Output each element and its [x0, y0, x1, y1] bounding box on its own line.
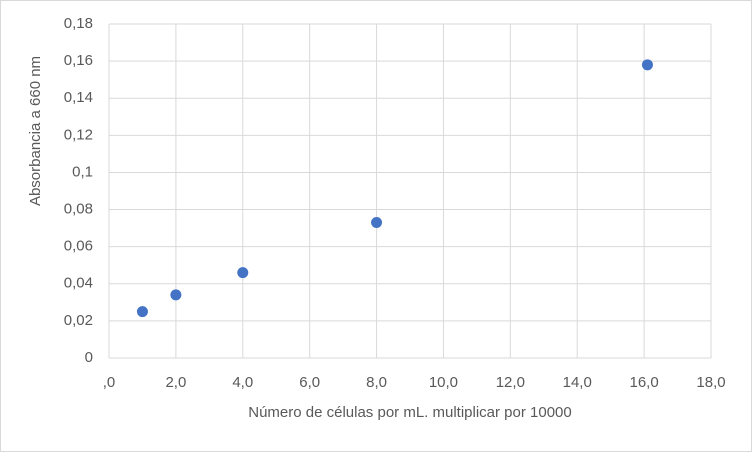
y-tick-label: 0,16	[64, 52, 93, 69]
point	[170, 289, 182, 301]
x-tick-label: 8,0	[366, 374, 387, 391]
y-tick-label: 0,18	[64, 15, 93, 32]
x-tick-label: 10,0	[429, 374, 458, 391]
x-tick-label: 14,0	[563, 374, 592, 391]
x-tick-label: 4,0	[232, 374, 253, 391]
x-tick-label: ,0	[103, 374, 116, 391]
y-tick-label: 0,1	[72, 163, 93, 180]
x-tick-label: 16,0	[630, 374, 659, 391]
y-axis-label: Absorbancia a 660 nm	[27, 56, 44, 206]
x-tick-label: 12,0	[496, 374, 525, 391]
point	[136, 306, 148, 318]
x-tick-label: 2,0	[165, 374, 186, 391]
x-tick-label: 18,0	[696, 374, 725, 391]
point	[641, 59, 653, 71]
y-tick-label: 0,04	[64, 275, 93, 292]
point	[237, 267, 249, 279]
y-tick-label: 0,02	[64, 312, 93, 329]
y-tick-label: 0,06	[64, 238, 93, 255]
y-tick-label: 0	[85, 349, 93, 366]
point	[371, 217, 383, 229]
x-tick-label: 6,0	[299, 374, 320, 391]
y-tick-label: 0,08	[64, 201, 93, 218]
x-axis-label: Número de células por mL. multiplicar po…	[248, 404, 572, 421]
y-tick-label: 0,12	[64, 126, 93, 143]
y-tick-label: 0,14	[64, 89, 93, 106]
